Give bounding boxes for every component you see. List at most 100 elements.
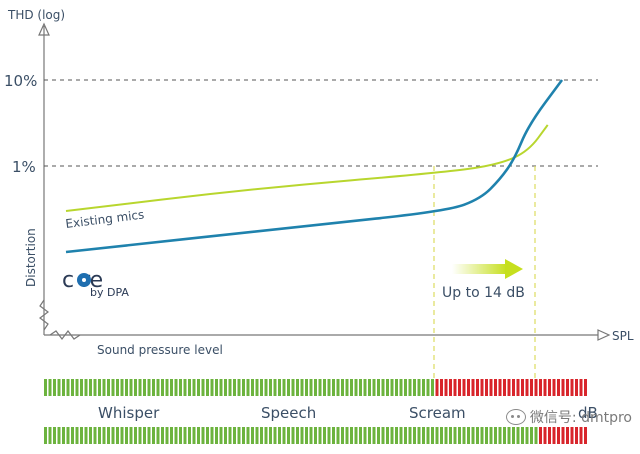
level-bar-tick — [507, 379, 511, 396]
level-bar-tick — [314, 427, 317, 444]
level-bar-tick — [251, 379, 254, 396]
level-bar-tick — [264, 379, 268, 396]
level-bar-tick — [386, 379, 389, 396]
level-bar-tick — [354, 427, 358, 444]
level-bar-tick — [98, 427, 101, 444]
level-bar-tick — [138, 379, 142, 396]
level-bar-tick — [98, 379, 101, 396]
level-bar-tick — [395, 379, 398, 396]
level-bar-bottom — [44, 427, 587, 444]
level-bar-tick — [350, 379, 353, 396]
level-bar-tick — [305, 427, 308, 444]
level-bar-tick — [494, 379, 497, 396]
level-bar-tick — [471, 427, 475, 444]
level-bar-tick — [224, 379, 227, 396]
level-bar-tick — [530, 379, 533, 396]
level-bar-tick — [264, 427, 268, 444]
level-bar-tick — [548, 379, 551, 396]
x-axis-label: SPL — [612, 329, 634, 343]
level-bar-tick — [525, 427, 529, 444]
level-bar-tick — [296, 427, 299, 444]
level-bar-tick — [323, 427, 326, 444]
level-bar-tick — [516, 379, 520, 396]
level-bar-tick — [575, 379, 578, 396]
level-bar-tick — [363, 379, 367, 396]
level-bar-tick — [336, 427, 340, 444]
level-bar-tick — [561, 379, 565, 396]
level-bar-tick — [201, 427, 205, 444]
level-bar-tick — [179, 427, 182, 444]
level-bar-tick — [426, 379, 430, 396]
level-bar-tick — [422, 427, 425, 444]
level-bar-tick — [269, 427, 272, 444]
level-bar-tick — [282, 427, 286, 444]
level-bar-tick — [453, 379, 457, 396]
series-line-existing-mics — [65, 124, 549, 212]
level-bar-tick — [503, 379, 506, 396]
level-bar-tick — [354, 379, 358, 396]
level-bar-tick — [255, 427, 259, 444]
level-bar-tick — [566, 379, 569, 396]
level-bar-tick — [197, 427, 200, 444]
level-bar-tick — [251, 427, 254, 444]
level-bar-tick — [246, 427, 250, 444]
level-label-scream: Scream — [409, 404, 466, 422]
gain-annotation: Up to 14 dB — [442, 285, 525, 301]
level-bar-tick — [161, 379, 164, 396]
level-bar-tick — [291, 427, 295, 444]
level-bar-tick — [579, 427, 583, 444]
level-bar-tick — [453, 427, 457, 444]
level-bar-tick — [156, 427, 160, 444]
level-bar-tick — [561, 427, 565, 444]
x-axis-arrow — [597, 329, 611, 341]
level-bar-top — [44, 379, 587, 396]
y-axis-break — [39, 299, 49, 331]
level-bar-tick — [494, 427, 497, 444]
level-bar-tick — [498, 427, 502, 444]
level-bar-tick — [260, 379, 263, 396]
level-bar-tick — [408, 379, 412, 396]
level-bar-tick — [386, 427, 389, 444]
level-bar-tick — [399, 427, 403, 444]
level-bar-tick — [534, 427, 538, 444]
level-bar-tick — [345, 427, 349, 444]
level-bar-tick — [449, 427, 452, 444]
level-bar-tick — [417, 379, 421, 396]
series-label-existing-mics: Existing mics — [65, 207, 145, 231]
level-bar-tick — [84, 379, 88, 396]
level-bar-tick — [125, 427, 128, 444]
level-bar-tick — [84, 427, 88, 444]
level-bar-tick — [341, 427, 344, 444]
level-bar-tick — [89, 379, 92, 396]
y-axis-arrow — [38, 22, 50, 36]
level-bar-tick — [71, 379, 74, 396]
level-bar-tick — [192, 379, 196, 396]
level-bar-tick — [120, 427, 124, 444]
level-bar-tick — [147, 427, 151, 444]
level-bar-tick — [278, 379, 281, 396]
level-bar-tick — [300, 379, 304, 396]
level-bar-tick — [102, 427, 106, 444]
level-bar-tick — [363, 427, 367, 444]
level-bar-tick — [143, 427, 146, 444]
level-bar-tick — [305, 379, 308, 396]
level-bar-tick — [539, 379, 542, 396]
level-bar-tick — [291, 379, 295, 396]
level-bar-tick — [44, 427, 47, 444]
y-tick-1: 1% — [12, 158, 36, 176]
level-bar-tick — [507, 427, 511, 444]
level-bar-tick — [575, 427, 578, 444]
level-bar-tick — [390, 379, 394, 396]
level-bar-tick — [332, 379, 335, 396]
level-bar-tick — [48, 427, 52, 444]
level-bar-tick — [66, 427, 70, 444]
level-bar-tick — [489, 379, 493, 396]
level-bar-tick — [476, 427, 479, 444]
x-axis-break — [49, 330, 81, 340]
level-bar-tick — [116, 427, 119, 444]
level-bar-tick — [233, 379, 236, 396]
level-bar-tick — [579, 379, 583, 396]
level-bar-tick — [206, 427, 209, 444]
level-bar-tick — [327, 427, 331, 444]
